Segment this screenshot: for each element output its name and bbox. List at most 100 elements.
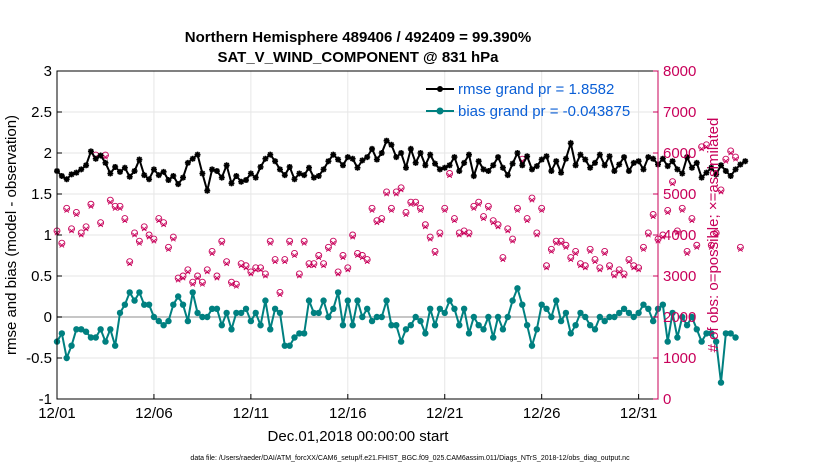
bias-point bbox=[480, 326, 487, 333]
obs-possible-point bbox=[295, 270, 303, 278]
obs-possible-point bbox=[97, 219, 105, 227]
bias-point bbox=[242, 305, 250, 312]
bias-point bbox=[557, 317, 565, 325]
obs-possible-point bbox=[635, 264, 643, 272]
y-right-tick-label: 0 bbox=[663, 391, 671, 408]
rmse-point bbox=[87, 148, 94, 155]
rmse-point bbox=[78, 166, 85, 173]
bias-point bbox=[218, 322, 225, 329]
obs-assimilated-point bbox=[636, 267, 642, 273]
bias-point bbox=[388, 322, 395, 329]
obs-assimilated-point bbox=[723, 158, 729, 164]
obs-possible-point bbox=[135, 237, 143, 245]
rmse-point bbox=[533, 163, 540, 170]
rmse-point bbox=[398, 150, 405, 156]
rmse-point bbox=[68, 171, 75, 178]
rmse-point bbox=[461, 159, 468, 166]
rmse-point bbox=[659, 155, 666, 162]
obs-assimilated-point bbox=[611, 273, 617, 279]
obs-assimilated-point bbox=[733, 156, 739, 162]
obs-assimilated-point bbox=[253, 267, 259, 273]
obs-possible-point bbox=[436, 229, 444, 237]
bias-point bbox=[572, 322, 579, 329]
bias-point bbox=[111, 342, 119, 349]
y-right-tick-label: 3000 bbox=[663, 268, 696, 285]
rmse-point bbox=[107, 170, 114, 177]
obs-possible-point bbox=[131, 229, 138, 237]
obs-assimilated-point bbox=[708, 244, 714, 250]
obs-possible-point bbox=[547, 245, 555, 253]
bias-series bbox=[53, 285, 739, 386]
obs-assimilated-point bbox=[689, 218, 695, 224]
bias-point bbox=[393, 322, 400, 329]
obs-possible-point bbox=[208, 247, 216, 255]
obs-assimilated-point bbox=[679, 207, 685, 213]
rmse-point bbox=[180, 174, 187, 181]
obs-assimilated-point bbox=[369, 207, 375, 213]
bias-point bbox=[591, 326, 599, 333]
obs-assimilated-point bbox=[195, 275, 201, 281]
rmse-point bbox=[674, 166, 681, 173]
rmse-point bbox=[243, 177, 250, 184]
bias-point bbox=[417, 317, 424, 325]
bias-point bbox=[170, 301, 177, 308]
obs-possible-point bbox=[678, 204, 686, 212]
x-tick-label: 12/16 bbox=[329, 405, 367, 422]
obs-assimilated-point bbox=[490, 220, 496, 226]
bias-point bbox=[683, 322, 691, 329]
obs-assimilated-point bbox=[388, 207, 394, 213]
rmse-point bbox=[727, 172, 734, 179]
bias-point bbox=[722, 330, 730, 337]
obs-assimilated-point bbox=[296, 273, 302, 279]
rmse-point bbox=[402, 164, 409, 171]
obs-assimilated-point bbox=[548, 248, 554, 254]
obs-assimilated-point bbox=[568, 257, 574, 263]
obs-possible-point bbox=[68, 225, 75, 233]
obs-assimilated-point bbox=[354, 252, 361, 259]
obs-assimilated-point bbox=[112, 205, 118, 211]
rmse-point bbox=[490, 162, 497, 169]
rmse-point bbox=[732, 166, 739, 173]
rmse-point bbox=[228, 180, 235, 187]
bias-point bbox=[165, 317, 172, 325]
rmse-point bbox=[238, 178, 245, 185]
bias-point bbox=[635, 309, 642, 317]
rmse-point bbox=[630, 159, 637, 166]
rmse-series bbox=[54, 137, 749, 194]
obs-assimilated-point bbox=[350, 234, 356, 240]
rmse-point bbox=[650, 155, 657, 162]
bias-point bbox=[116, 309, 124, 317]
y-axis-left: -1 -0.5 0 0.5 1 1.5 2 2.5 3 bbox=[26, 63, 62, 408]
rmse-point bbox=[427, 151, 434, 158]
rmse-point bbox=[708, 164, 715, 171]
rmse-point bbox=[330, 151, 337, 158]
obs-assimilated-point bbox=[422, 224, 428, 230]
obs-possible-point bbox=[601, 247, 609, 255]
bias-point bbox=[712, 338, 720, 345]
bias-point bbox=[383, 297, 390, 304]
rmse-point bbox=[587, 164, 594, 171]
rmse-line bbox=[56, 139, 746, 191]
obs-possible-point bbox=[320, 260, 328, 268]
obs-assimilated-point bbox=[238, 263, 244, 269]
obs-possible-point bbox=[417, 204, 424, 212]
rmse-point bbox=[204, 187, 211, 194]
obs-assimilated-point bbox=[461, 230, 467, 236]
rmse-point bbox=[126, 173, 133, 180]
obs-assimilated-point bbox=[699, 146, 705, 152]
obs-assimilated-point bbox=[413, 201, 419, 207]
bias-point bbox=[533, 326, 541, 333]
rmse-point bbox=[141, 172, 148, 179]
bias-point bbox=[708, 330, 715, 337]
rmse-point bbox=[718, 162, 725, 169]
obs-assimilated-point bbox=[287, 240, 293, 246]
obs-assimilated-point bbox=[500, 257, 506, 263]
x-tick-label: 12/01 bbox=[38, 405, 76, 422]
obs-possible-point bbox=[450, 215, 458, 223]
obs-assimilated-point bbox=[650, 214, 656, 220]
obs-possible-point bbox=[703, 141, 710, 149]
rmse-point bbox=[698, 174, 705, 181]
chart-title-line2: SAT_V_WIND_COMPONENT @ 831 hPa bbox=[217, 49, 499, 66]
legend-rmse-marker bbox=[437, 86, 443, 92]
rmse-point bbox=[276, 166, 283, 173]
